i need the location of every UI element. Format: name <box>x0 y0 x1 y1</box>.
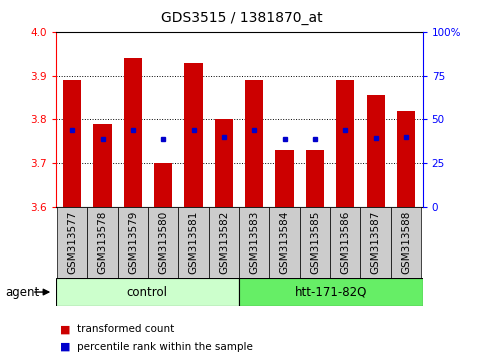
Text: agent: agent <box>5 286 39 298</box>
Bar <box>367 95 384 207</box>
Text: transformed count: transformed count <box>77 324 174 334</box>
Bar <box>270 207 300 278</box>
Text: GSM313583: GSM313583 <box>249 211 259 274</box>
Text: GSM313587: GSM313587 <box>370 211 381 274</box>
Bar <box>56 278 239 306</box>
Text: control: control <box>127 286 168 298</box>
Text: GSM313584: GSM313584 <box>280 211 290 274</box>
Bar <box>209 207 239 278</box>
Text: GDS3515 / 1381870_at: GDS3515 / 1381870_at <box>161 11 322 25</box>
Text: GSM313577: GSM313577 <box>67 211 77 274</box>
Bar <box>397 111 415 207</box>
Bar <box>215 120 233 207</box>
Bar <box>306 150 324 207</box>
Bar <box>124 58 142 207</box>
Text: GSM313578: GSM313578 <box>98 211 108 274</box>
Bar <box>94 124 112 207</box>
Bar <box>391 207 421 278</box>
Text: GSM313588: GSM313588 <box>401 211 411 274</box>
Text: ■: ■ <box>60 342 71 352</box>
Bar <box>245 80 263 207</box>
Bar <box>336 80 355 207</box>
Bar <box>63 80 81 207</box>
Bar <box>87 207 118 278</box>
Bar <box>148 207 178 278</box>
Bar <box>239 207 270 278</box>
Bar <box>57 207 87 278</box>
Text: percentile rank within the sample: percentile rank within the sample <box>77 342 253 352</box>
Bar <box>300 207 330 278</box>
Bar <box>178 207 209 278</box>
Text: GSM313582: GSM313582 <box>219 211 229 274</box>
Bar <box>239 278 423 306</box>
Bar <box>330 207 360 278</box>
Bar <box>275 150 294 207</box>
Text: GSM313586: GSM313586 <box>340 211 350 274</box>
Text: ■: ■ <box>60 324 71 334</box>
Text: GSM313581: GSM313581 <box>188 211 199 274</box>
Text: GSM313580: GSM313580 <box>158 211 168 274</box>
Text: GSM313585: GSM313585 <box>310 211 320 274</box>
Text: GSM313579: GSM313579 <box>128 211 138 274</box>
Text: htt-171-82Q: htt-171-82Q <box>295 286 367 298</box>
Bar <box>360 207 391 278</box>
Bar <box>118 207 148 278</box>
Bar <box>185 63 203 207</box>
Bar <box>154 163 172 207</box>
